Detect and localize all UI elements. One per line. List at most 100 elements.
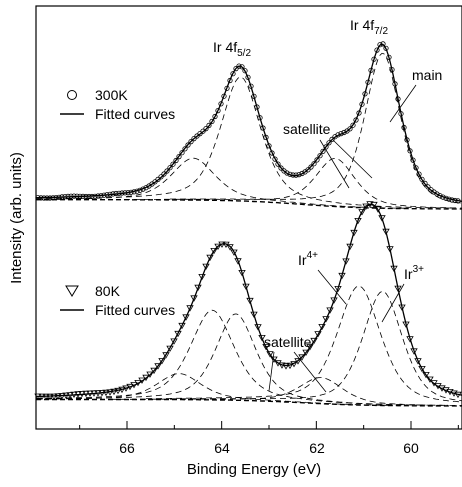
bottom-data-point — [282, 363, 290, 370]
bottom-component-4 — [170, 290, 462, 402]
bottom-data-point — [190, 295, 198, 302]
top-data-point — [35, 195, 41, 201]
top-data-point — [155, 176, 161, 182]
x-tick-label-66: 66 — [119, 440, 135, 456]
bottom-data-point — [338, 272, 346, 280]
top-data-point — [62, 194, 68, 200]
top-legend-300k: 300K — [95, 87, 128, 103]
bottom-data-point — [158, 358, 166, 365]
top-data-point — [164, 168, 170, 174]
bottom-data-point — [370, 201, 378, 209]
bottom-data-point — [210, 248, 218, 255]
bottom-data-point — [90, 390, 98, 397]
top-data-point — [47, 195, 53, 201]
bottom-panel-80k — [34, 201, 462, 407]
x-axis-label: Binding Energy (eV) — [187, 461, 321, 478]
top-data-point — [278, 165, 284, 171]
bottom-data-point — [54, 393, 62, 400]
bottom-data-point — [170, 338, 178, 345]
bottom-legend-fitted: Fitted curves — [95, 302, 175, 318]
top-data-point — [377, 42, 383, 48]
x-tick-label-64: 64 — [214, 440, 230, 456]
top-data-point — [368, 67, 374, 73]
bottom-data-point — [214, 243, 222, 250]
bottom-data-point — [146, 371, 154, 378]
top-data-point — [137, 187, 143, 193]
top-satellite-label: satellite — [283, 121, 331, 137]
top-data-point — [371, 56, 377, 62]
top-data-point — [86, 193, 92, 200]
top-data-point — [221, 93, 227, 99]
top-data-point — [389, 67, 395, 73]
top-data-point — [170, 161, 176, 167]
bottom-data-point — [394, 285, 402, 292]
top-data-point — [242, 68, 248, 74]
top-data-point — [413, 165, 419, 171]
top-data-point — [215, 108, 221, 114]
bottom-legend-80k: 80K — [95, 283, 121, 299]
bottom-data-point — [414, 358, 422, 365]
top-data-point — [272, 156, 278, 162]
top-data-point — [179, 150, 185, 156]
top-data-point — [185, 142, 191, 148]
bottom-data-point — [402, 321, 410, 328]
bottom-data-point — [58, 393, 66, 400]
bottom-data-point — [182, 314, 190, 321]
x-axis-ticks — [79, 421, 459, 429]
bottom-data-point — [278, 362, 286, 369]
bottom-data-point — [310, 337, 318, 345]
bottom-data-point — [302, 349, 310, 356]
bottom-peak-label-ir3plus: Ir3+ — [404, 264, 424, 282]
plot-frame — [35, 5, 462, 430]
top-data-point — [101, 192, 107, 198]
bottom-component-5 — [110, 377, 462, 406]
top-data-point — [38, 195, 44, 201]
top-component-3 — [124, 158, 462, 209]
bottom-data-point — [386, 246, 394, 253]
top-data-point — [374, 47, 380, 53]
bottom-data-point — [398, 304, 406, 311]
top-data-point — [338, 131, 344, 137]
bottom-data-point — [322, 316, 330, 323]
bottom-satellite-pointer-2 — [293, 351, 327, 393]
bottom-peak-label-ir3plus-main: Ir — [404, 266, 413, 282]
top-main-pointer — [389, 84, 417, 123]
bottom-legend-marker-80k — [65, 285, 79, 297]
top-data-point — [212, 113, 218, 120]
bottom-data-point — [238, 270, 246, 277]
top-satellite-pointer-1 — [319, 139, 350, 189]
bottom-data-point — [346, 243, 354, 251]
bottom-data-point — [374, 206, 382, 213]
bottom-peak-label-ir4plus-sup: 4+ — [307, 250, 319, 261]
bottom-data-point — [110, 388, 118, 396]
top-data-point — [203, 126, 209, 132]
bottom-data-point — [218, 241, 226, 248]
top-data-point — [128, 189, 134, 195]
x-tick-label-62: 62 — [309, 440, 325, 456]
top-data-point — [401, 124, 407, 131]
bottom-peak-label-ir4plus-main: Ir — [298, 252, 307, 268]
bottom-data-point — [230, 249, 238, 256]
bottom-data-point — [318, 324, 326, 331]
bottom-data-point — [154, 363, 162, 370]
top-data-point — [200, 128, 206, 134]
top-data-point — [275, 161, 281, 167]
top-data-point — [110, 191, 116, 197]
bottom-data-point — [106, 389, 114, 396]
bottom-data-point — [142, 374, 150, 382]
top-data-point — [92, 193, 98, 199]
bottom-component-3 — [146, 285, 462, 403]
bottom-data-point — [118, 386, 126, 394]
top-data-point — [41, 195, 47, 201]
top-data-point — [116, 190, 122, 196]
top-data-point — [386, 54, 392, 60]
top-data-point — [356, 110, 362, 116]
top-data-point — [44, 195, 50, 201]
bottom-data-point — [362, 203, 370, 210]
top-data-point — [113, 190, 119, 197]
top-data-point — [326, 140, 332, 146]
top-data-point — [452, 197, 458, 204]
top-data-point — [188, 139, 194, 145]
top-data-point — [335, 132, 341, 138]
bottom-data-point — [126, 383, 134, 391]
